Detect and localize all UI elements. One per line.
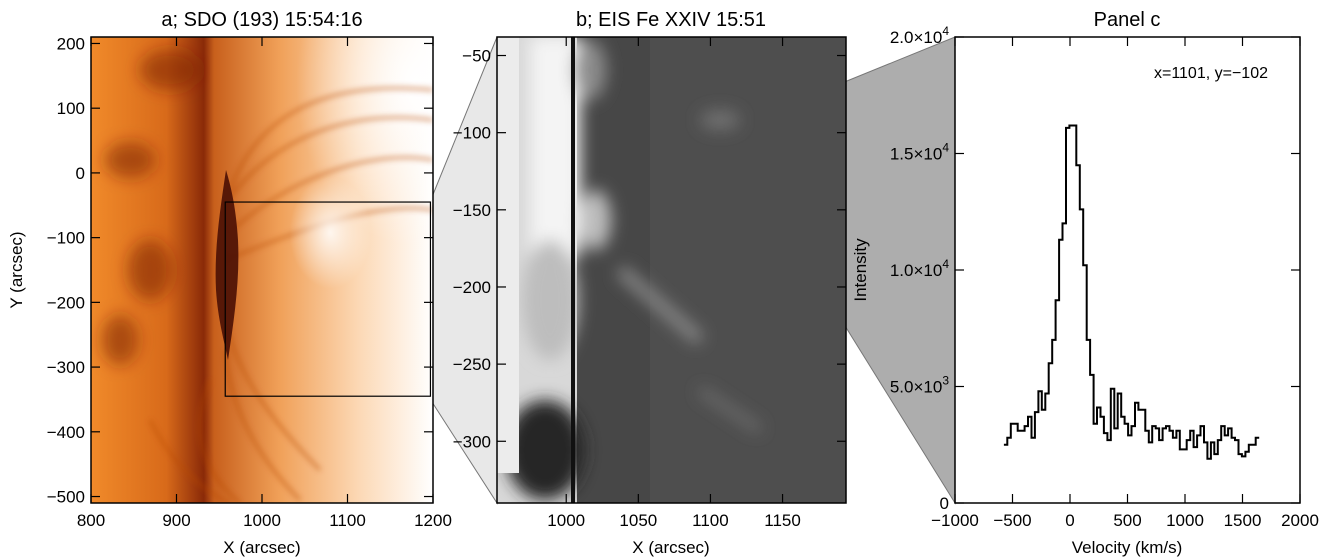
panel-a-xlabel: X (arcsec): [223, 538, 300, 557]
y-tick-label: −500: [47, 488, 85, 507]
spectrum-line: [1003, 124, 1260, 460]
x-tick-label: 500: [1113, 511, 1141, 530]
y-tick-label: −200: [453, 278, 491, 297]
y-tick-label: −100: [47, 229, 85, 248]
y-tick-label: −400: [47, 423, 85, 442]
limb-shadow: [215, 170, 239, 360]
panel-a-ylabel: Y (arcsec): [7, 231, 26, 308]
x-tick-label: 1000: [547, 511, 585, 530]
x-tick-label: 800: [77, 511, 105, 530]
y-tick-label: 1.5×104: [890, 141, 949, 164]
y-tick-label: −100: [453, 124, 491, 143]
y-tick-label: −150: [453, 201, 491, 220]
x-tick-label: 900: [162, 511, 190, 530]
panel-b-frame: [496, 36, 847, 504]
x-tick-label: 0: [1065, 511, 1074, 530]
y-tick-label: 0: [940, 494, 949, 513]
y-tick-label: 5.0×103: [890, 374, 949, 397]
panel-c-xlabel: Velocity (km/s): [1072, 538, 1183, 557]
panel-b-xlabel: X (arcsec): [632, 538, 709, 557]
y-tick-label: −200: [47, 293, 85, 312]
x-tick-label: −500: [993, 511, 1031, 530]
y-tick-label: 0: [76, 164, 85, 183]
y-tick-label: −50: [462, 47, 491, 66]
y-tick-label: 100: [57, 99, 85, 118]
x-tick-label: 1100: [692, 511, 729, 530]
sdo-193-image: [91, 37, 433, 503]
panel-b-title: b; EIS Fe XXIV 15:51: [576, 9, 766, 31]
panel-c-ylabel: Intensity: [851, 238, 870, 302]
pixel-annotation: x=1101, y=−102: [1154, 65, 1268, 82]
x-tick-label: −1000: [931, 511, 979, 530]
y-tick-label: −250: [453, 355, 491, 374]
x-tick-label: 1000: [1166, 511, 1204, 530]
y-tick-label: −300: [47, 358, 85, 377]
x-tick-label: 1100: [329, 511, 366, 530]
y-tick-label: 200: [57, 34, 85, 53]
panel-a-title: a; SDO (193) 15:54:16: [161, 9, 362, 31]
zoom-region-box: [224, 201, 432, 397]
y-tick-label: −300: [453, 432, 491, 451]
panel-c-title: Panel c: [1094, 9, 1161, 31]
x-tick-label: 1050: [619, 511, 657, 530]
y-tick-label: 1.0×104: [890, 257, 949, 280]
x-tick-label: 1150: [764, 511, 801, 530]
x-tick-label: 1000: [243, 511, 281, 530]
x-tick-label: 1200: [414, 511, 452, 530]
eis-fexxiv-image: [497, 37, 846, 503]
x-tick-label: 2000: [1281, 511, 1319, 530]
y-tick-label: 2.0×104: [890, 24, 949, 47]
x-tick-label: 1500: [1224, 511, 1262, 530]
